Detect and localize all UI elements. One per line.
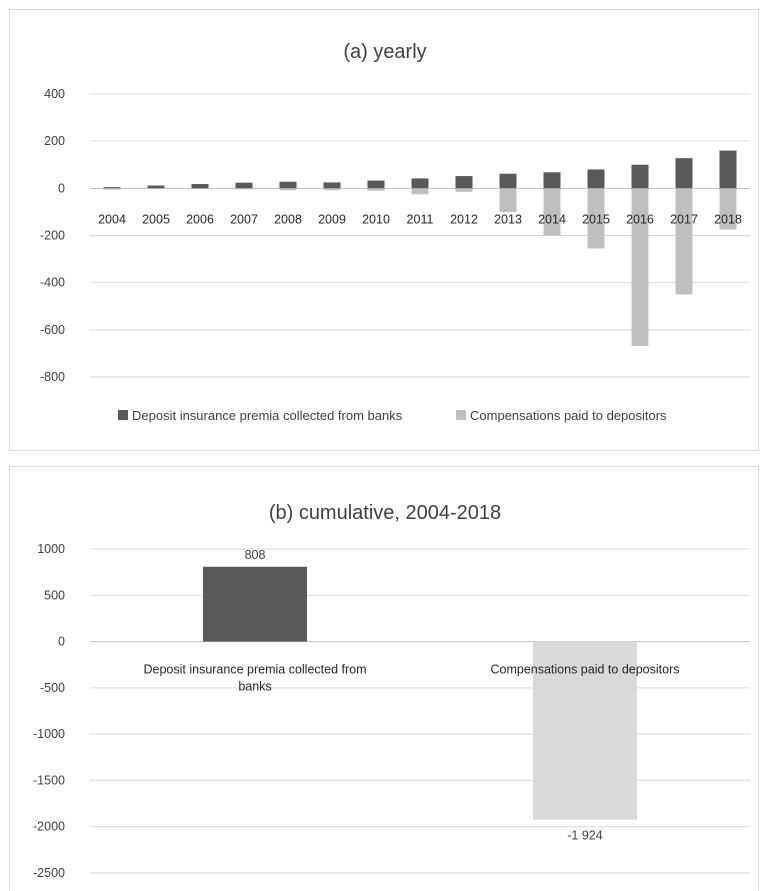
bar-compensations <box>104 188 121 189</box>
bar-premia <box>588 169 605 188</box>
data-label: -1 924 <box>567 829 602 843</box>
bar-premia <box>412 178 429 188</box>
x-category-label: 2015 <box>582 212 610 226</box>
x-category-label: Compensations paid to depositors <box>490 663 679 677</box>
x-category-label: 2009 <box>318 212 346 226</box>
bar-premia <box>324 182 341 188</box>
bar-premia <box>236 183 253 189</box>
bar-premia <box>368 181 385 189</box>
x-category-label: 2012 <box>450 212 478 226</box>
y-tick-label: 500 <box>44 588 65 602</box>
y-tick-label: -500 <box>40 681 65 695</box>
y-tick-label: -600 <box>40 323 65 337</box>
x-category-label: 2011 <box>407 212 434 226</box>
chart-cumulative-panel: (b) cumulative, 2004-2018 1000 500 0 -500 -1… <box>9 466 759 890</box>
chart-cumulative: (b) cumulative, 2004-2018 1000 500 0 -500 -1… <box>10 467 760 891</box>
bar-compensations <box>148 188 165 189</box>
x-category-label: 2005 <box>142 212 170 226</box>
x-category-label: 2014 <box>538 212 566 226</box>
bar-premia <box>203 567 307 642</box>
bar-premia <box>104 187 121 188</box>
bar-premia <box>280 182 297 189</box>
legend-swatch-compensations <box>456 410 466 420</box>
chart-yearly-panel: (a) yearly 400 200 0 -200 -400 -600 -800 2004 2… <box>9 9 759 451</box>
chart-yearly: (a) yearly 400 200 0 -200 -400 -600 -800 2004 2… <box>10 10 760 452</box>
bar-premia <box>676 158 693 188</box>
bar-compensations <box>412 188 429 194</box>
bar-compensations <box>368 188 385 190</box>
x-category-label: 2016 <box>626 212 654 226</box>
bar-premia <box>148 186 165 189</box>
data-label: 808 <box>245 548 266 562</box>
y-tick-label: -800 <box>40 370 65 384</box>
legend-label-premia: Deposit insurance premia collected from … <box>132 408 403 423</box>
y-tick-label: 0 <box>58 181 65 195</box>
bar-premia <box>192 184 209 188</box>
bar-premia <box>720 151 737 189</box>
bar-compensations <box>456 188 473 192</box>
bar-premia <box>456 176 473 188</box>
y-tick-label: -2000 <box>33 820 65 834</box>
legend-label-compensations: Compensations paid to depositors <box>470 408 667 423</box>
x-category-label: 2010 <box>362 212 390 226</box>
x-category-label: 2004 <box>98 212 126 226</box>
x-category-label: 2008 <box>274 212 302 226</box>
x-category-label: 2017 <box>670 212 698 226</box>
x-category-label: 2018 <box>714 212 742 226</box>
chart-title: (b) cumulative, 2004-2018 <box>269 502 501 524</box>
bar-premia <box>500 174 517 189</box>
chart-title: (a) yearly <box>343 41 426 63</box>
y-tick-label: -200 <box>40 229 65 243</box>
bar-compensations <box>324 188 341 190</box>
y-tick-label: 0 <box>58 635 65 649</box>
y-tick-label: -1000 <box>33 727 65 741</box>
bar-compensations <box>236 188 253 189</box>
y-tick-label: -1500 <box>33 773 65 787</box>
y-tick-label: -400 <box>40 276 65 290</box>
x-category-label: 2013 <box>494 212 522 226</box>
legend-swatch-premia <box>118 410 128 420</box>
bar-premia <box>632 165 649 189</box>
bar-compensations <box>280 188 297 190</box>
y-tick-label: 400 <box>44 87 65 101</box>
bar-premia <box>544 172 561 188</box>
bar-compensations <box>500 188 517 212</box>
bar-compensations <box>676 188 693 294</box>
y-tick-label: 200 <box>44 134 65 148</box>
x-category-label: 2006 <box>186 212 214 226</box>
x-category-label: 2007 <box>230 212 258 226</box>
y-tick-label: 1000 <box>37 542 65 556</box>
y-tick-label: -2500 <box>33 866 65 880</box>
